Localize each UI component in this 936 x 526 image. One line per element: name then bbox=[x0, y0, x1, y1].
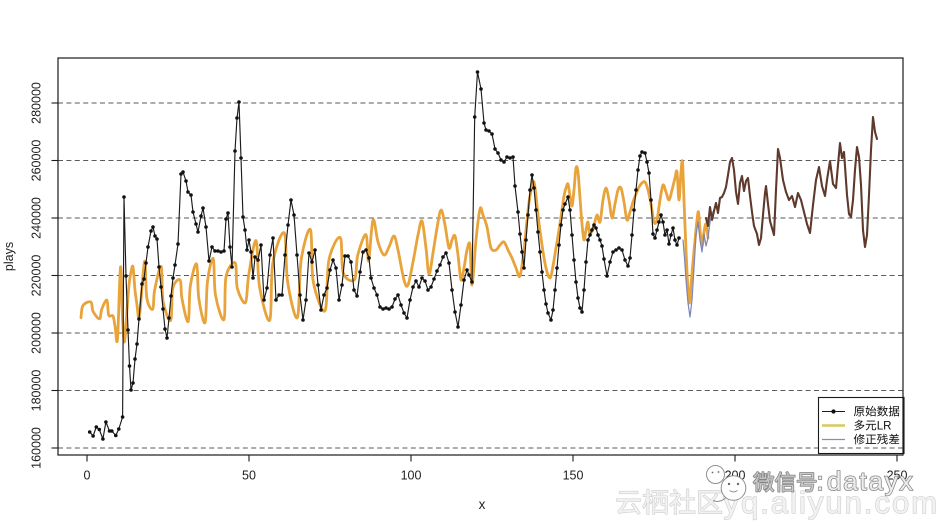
svg-text:280000: 280000 bbox=[30, 82, 44, 124]
svg-text:LR: LR bbox=[877, 420, 892, 433]
svg-text:150: 150 bbox=[563, 469, 584, 483]
svg-text::: : bbox=[817, 466, 824, 496]
svg-text:plays: plays bbox=[2, 242, 16, 271]
svg-text:200000: 200000 bbox=[30, 312, 44, 354]
svg-text:50: 50 bbox=[242, 469, 256, 483]
svg-text:x: x bbox=[479, 497, 486, 512]
svg-text:260000: 260000 bbox=[30, 140, 44, 182]
svg-text:180000: 180000 bbox=[30, 370, 44, 412]
svg-text:250: 250 bbox=[887, 469, 908, 483]
svg-text:datayx: datayx bbox=[827, 466, 914, 496]
svg-text:0: 0 bbox=[84, 469, 91, 483]
svg-text:220000: 220000 bbox=[30, 255, 44, 297]
svg-text:100: 100 bbox=[401, 469, 422, 483]
svg-text:160000: 160000 bbox=[30, 427, 44, 469]
svg-text:240000: 240000 bbox=[30, 197, 44, 239]
